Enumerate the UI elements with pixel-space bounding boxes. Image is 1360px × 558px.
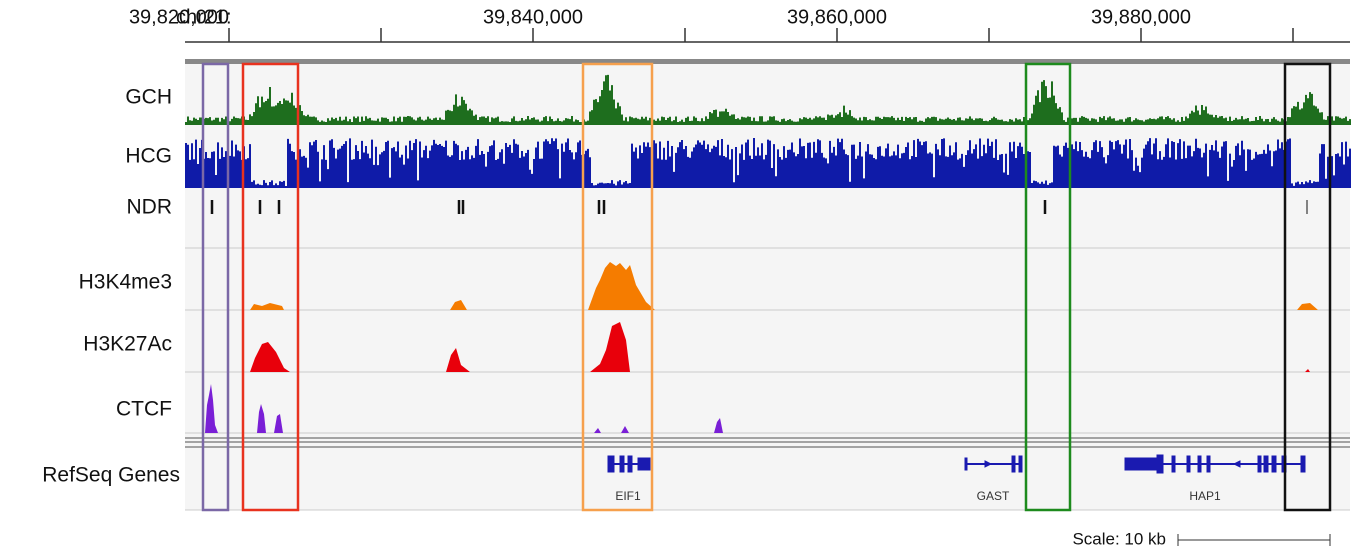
track-label: HCG: [125, 145, 172, 168]
gene-name: HAP1: [1189, 489, 1221, 503]
gene-name: GAST: [977, 489, 1010, 503]
track-label: GCH: [125, 86, 172, 109]
gch-signal: [185, 74, 1351, 125]
gene-models: [607, 454, 1306, 474]
minor-ticks: [380, 28, 1294, 42]
track-label: H3K27Ac: [83, 333, 172, 356]
tick-label: 39,840,000: [483, 6, 583, 28]
ndr-marks: [210, 200, 1308, 214]
highlight-boxes: [201, 62, 1332, 512]
gene-separator: [185, 437, 1350, 448]
tick-label: 39,820,000: [129, 6, 229, 28]
track-label: H3K4me3: [79, 271, 172, 294]
signals: [185, 74, 1351, 188]
track-panel: [185, 64, 1350, 510]
chrom-label: chr21:: [176, 6, 232, 28]
track-separators: [185, 247, 1350, 511]
scale-bar: [1177, 534, 1331, 546]
ruler-border: [185, 59, 1350, 64]
track-label: RefSeq Genes: [42, 464, 180, 487]
track-label: NDR: [127, 196, 173, 219]
tick-label: 39,880,000: [1091, 6, 1191, 28]
track-label: CTCF: [116, 398, 172, 421]
scale-label: Scale: 10 kb: [1072, 529, 1166, 548]
gene-name: EIF1: [615, 489, 641, 503]
hcg-signal: [185, 138, 1351, 188]
tick-label: 39,860,000: [787, 6, 887, 28]
